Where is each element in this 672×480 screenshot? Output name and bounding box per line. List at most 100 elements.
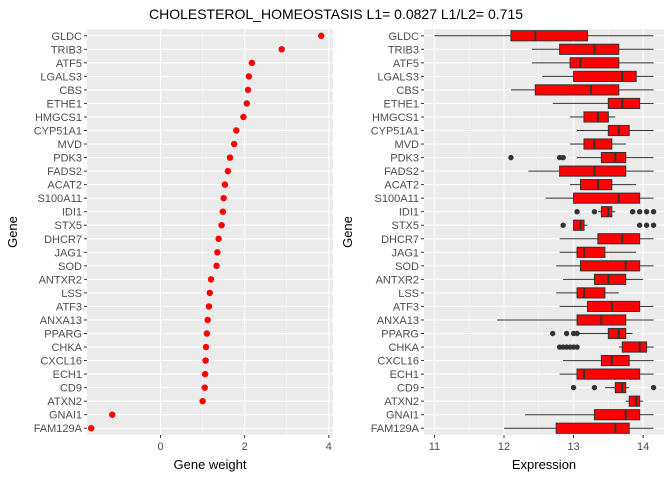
boxplot-hmgcs1 — [570, 111, 616, 123]
outlier-point — [643, 222, 650, 228]
box — [573, 70, 637, 82]
gene-label-anxa13: ANXA13 — [40, 315, 82, 327]
box — [607, 97, 641, 110]
gene-label-s100a11: S100A11 — [375, 193, 419, 205]
boxplot-pparg — [549, 327, 633, 340]
point-mvd — [230, 140, 238, 148]
point-jag1 — [214, 249, 221, 256]
gene-label-anxa13: ANXA13 — [377, 315, 419, 327]
box — [621, 341, 648, 353]
gene-label-ech1: ECH1 — [390, 369, 419, 381]
gene-label-idi1: IDI1 — [62, 207, 82, 219]
gene-label-mvd: MVD — [58, 139, 83, 151]
boxplot-ech1 — [559, 368, 654, 380]
gene-label-gnai1: GNAI1 — [386, 410, 419, 422]
gene-label-jag1: JAG1 — [54, 247, 82, 259]
box — [600, 206, 613, 218]
gene-label-pparg: PPARG — [44, 329, 82, 341]
gene-label-hmgcs1: HMGCS1 — [372, 112, 419, 124]
outlier-point — [574, 330, 580, 337]
outlier-point — [508, 154, 514, 161]
outlier-point — [650, 209, 657, 215]
gene-label-sod: SOD — [395, 261, 419, 273]
boxplot-lss — [556, 287, 619, 299]
boxplot-jag1 — [559, 246, 637, 258]
expression-x-tick-labels: 11 12 13 14 — [429, 435, 649, 453]
point-dhcr7 — [215, 235, 222, 242]
point-fads2 — [224, 167, 232, 175]
point-antxr2 — [207, 276, 215, 283]
gene-label-acat2: ACAT2 — [47, 180, 82, 192]
gene-label-chka: CHKA — [51, 342, 82, 354]
boxplot-dhcr7 — [559, 233, 654, 245]
boxplot-acat2 — [570, 179, 637, 191]
gene-label-fads2: FADS2 — [47, 166, 82, 178]
boxplot-fam129a — [504, 422, 654, 434]
expression-boxplots — [434, 30, 657, 434]
point-ech1 — [201, 370, 209, 378]
box — [576, 246, 606, 258]
boxplot-gnai1 — [524, 409, 654, 421]
gene-label-s100a11: S100A11 — [38, 193, 82, 205]
gene-label-ethe1: ETHE1 — [384, 98, 419, 110]
gene-label-lgals3: LGALS3 — [40, 71, 82, 83]
x-tick-label-11: 11 — [429, 441, 440, 453]
box — [600, 354, 630, 367]
gene-label-stx5: STX5 — [391, 220, 419, 232]
gene-label-fads2: FADS2 — [384, 166, 419, 178]
gene-label-dhcr7: DHCR7 — [44, 234, 82, 246]
point-acat2 — [221, 181, 229, 188]
point-cyp51a1 — [233, 127, 240, 134]
point-s100a11 — [220, 194, 227, 202]
boxplot-lgals3 — [542, 70, 654, 82]
gene-label-stx5: STX5 — [54, 220, 82, 232]
x-tick-label-0: 0 — [158, 441, 164, 453]
x-tick-label-13: 13 — [567, 441, 579, 453]
point-gnai1 — [109, 411, 116, 418]
x-tick-label-2: 2 — [242, 441, 248, 453]
gene-label-lss: LSS — [398, 288, 419, 300]
gene-weight-grid — [87, 29, 333, 435]
box — [534, 84, 620, 96]
box — [573, 219, 585, 231]
outlier-point — [650, 222, 657, 228]
outlier-point — [591, 209, 598, 215]
gene-label-cd9: CD9 — [60, 383, 82, 395]
expression-panel-background — [424, 29, 664, 435]
gene-label-cyp51a1: CYP51A1 — [371, 126, 419, 138]
point-pparg — [203, 330, 211, 337]
gene-weight-panel-background — [87, 29, 333, 435]
gene-label-atf3: ATF3 — [393, 301, 419, 313]
box — [559, 43, 620, 55]
box — [593, 409, 641, 421]
boxplot-anxa13 — [497, 314, 654, 326]
box — [597, 233, 641, 245]
gene-label-lss: LSS — [61, 288, 82, 300]
point-chka — [202, 343, 210, 351]
chart-title: CHOLESTEROL_HOMEOSTASIS L1= 0.0827 L1/L2… — [149, 6, 523, 22]
boxplot-atf5 — [531, 57, 654, 69]
outlier-point — [574, 344, 580, 350]
outlier-point — [560, 222, 566, 228]
outlier-point — [560, 154, 566, 161]
box — [576, 368, 641, 380]
box — [576, 287, 606, 299]
gene-label-mvd: MVD — [395, 139, 420, 151]
point-idi1 — [219, 208, 227, 215]
outlier-point — [563, 330, 570, 337]
gene-label-ech1: ECH1 — [53, 369, 82, 381]
gene-weight-y-axis-title: Gene — [5, 216, 20, 248]
boxplot-cyp51a1 — [577, 124, 654, 137]
gene-label-cbs: CBS — [396, 85, 419, 97]
boxplot-ethe1 — [552, 97, 654, 110]
box — [580, 179, 613, 191]
gene-label-trib3: TRIB3 — [51, 44, 82, 56]
point-stx5 — [218, 222, 225, 229]
point-atf3 — [205, 303, 213, 310]
gene-label-gldc: GLDC — [51, 31, 82, 43]
gene-label-pparg: PPARG — [381, 329, 419, 341]
